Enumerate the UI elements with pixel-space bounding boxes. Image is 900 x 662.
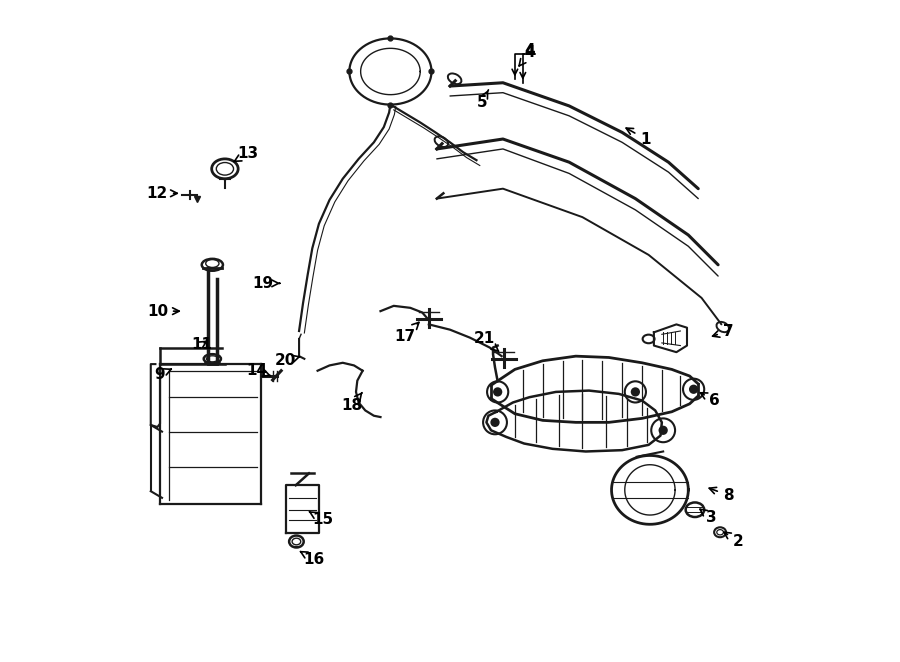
Text: 12: 12 xyxy=(147,186,177,201)
Text: 16: 16 xyxy=(301,551,325,567)
Text: 19: 19 xyxy=(253,276,280,291)
Text: 8: 8 xyxy=(709,487,734,502)
Text: 2: 2 xyxy=(724,532,743,549)
Text: 9: 9 xyxy=(155,367,171,381)
Text: 5: 5 xyxy=(476,90,489,110)
Text: 4: 4 xyxy=(519,46,535,66)
Circle shape xyxy=(631,387,640,397)
Text: 11: 11 xyxy=(192,337,212,352)
Text: 15: 15 xyxy=(310,512,334,527)
Text: 6: 6 xyxy=(700,393,720,408)
Text: 20: 20 xyxy=(275,354,300,368)
Text: 4: 4 xyxy=(524,43,535,58)
Text: 10: 10 xyxy=(147,304,179,318)
Text: 13: 13 xyxy=(234,146,258,162)
Text: 14: 14 xyxy=(246,363,270,378)
Text: 1: 1 xyxy=(626,128,651,146)
Text: 21: 21 xyxy=(473,332,499,352)
Text: 18: 18 xyxy=(341,393,363,412)
Circle shape xyxy=(491,418,500,427)
Circle shape xyxy=(659,426,668,435)
Circle shape xyxy=(493,387,502,397)
Circle shape xyxy=(689,385,698,394)
Text: 7: 7 xyxy=(713,324,734,338)
Text: 17: 17 xyxy=(394,322,418,344)
Text: 3: 3 xyxy=(700,509,716,525)
